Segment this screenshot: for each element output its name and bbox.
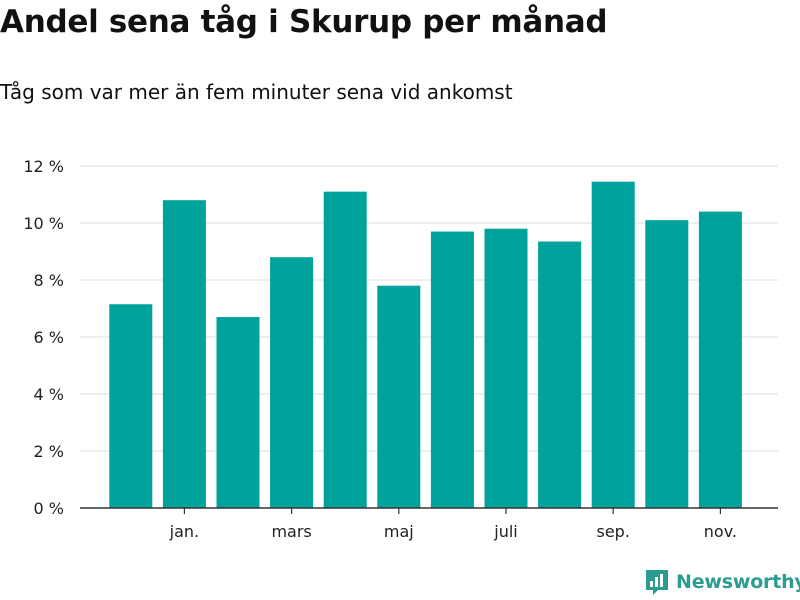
bar	[538, 241, 582, 508]
x-tick-label: mars	[271, 522, 311, 541]
bar	[323, 191, 367, 508]
y-tick-label: 10 %	[23, 214, 64, 233]
y-tick-label: 6 %	[34, 328, 64, 347]
bar	[698, 211, 742, 508]
y-tick-label: 4 %	[34, 385, 64, 404]
x-tick-label: maj	[384, 522, 414, 541]
bar	[430, 231, 474, 509]
newsworthy-logo: Newsworthy	[644, 568, 800, 596]
bar-chart: 0 % 2 % 4 % 6 % 8 % 10 % 12 % jan. mars maj juli se…	[23, 157, 778, 541]
bar	[109, 304, 153, 508]
y-tick-label: 8 %	[34, 271, 64, 290]
chart-subtitle: Tåg som var mer än fem minuter sena vid …	[0, 80, 513, 104]
y-tick-label: 2 %	[34, 442, 64, 461]
bar	[270, 257, 314, 508]
bar	[162, 200, 206, 508]
chart-title: Andel sena tåg i Skurup per månad	[0, 4, 608, 40]
bar	[591, 181, 635, 509]
x-tick-label: nov.	[704, 522, 737, 541]
bar	[484, 228, 528, 508]
bar	[377, 285, 421, 508]
y-tick-label: 12 %	[23, 157, 64, 176]
bar	[216, 317, 260, 508]
y-tick-label: 0 %	[34, 499, 64, 518]
bar	[645, 220, 689, 508]
newsworthy-logo-text: Newsworthy	[676, 571, 800, 593]
x-tick-label: jan.	[169, 522, 199, 541]
x-tick-label: sep.	[596, 522, 629, 541]
x-tick-label: juli	[493, 522, 517, 541]
newsworthy-logo-icon	[646, 570, 668, 595]
